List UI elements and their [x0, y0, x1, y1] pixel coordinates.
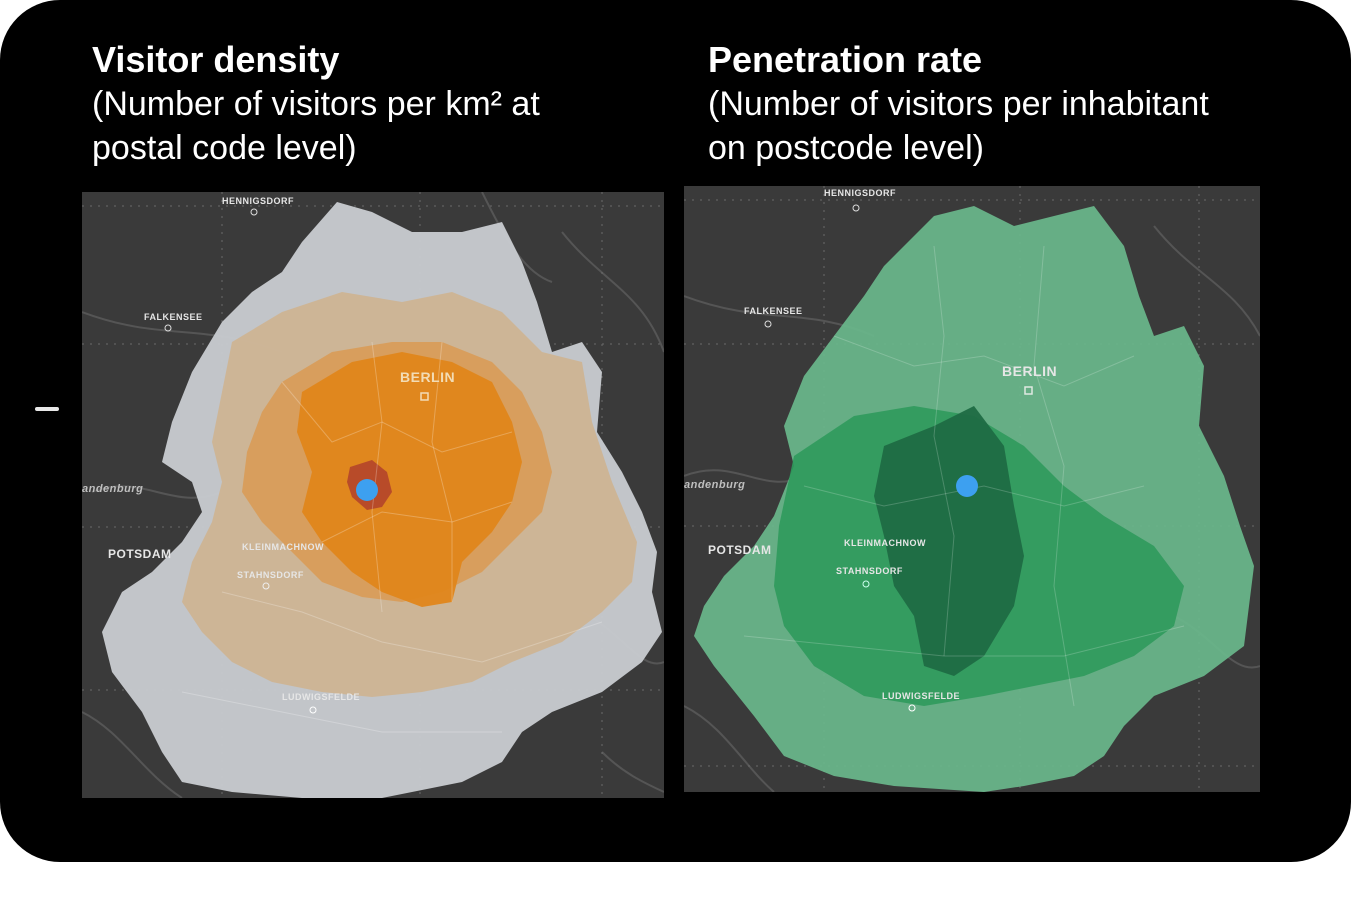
visitor-density-title: Visitor density — [92, 39, 340, 80]
berlin-center-marker-right — [1024, 386, 1033, 395]
penetration-rate-title-block: Penetration rate (Number of visitors per… — [708, 38, 1308, 170]
label-brandenburg-right: andenburg — [684, 479, 745, 491]
district-boundaries-right — [743, 245, 1185, 707]
penetration-rate-subtitle: (Number of visitors per inhabitant on po… — [708, 85, 1209, 167]
location-marker[interactable] — [356, 479, 378, 501]
label-potsdam: POTSDAM — [108, 547, 172, 561]
label-stahnsdorf: STAHNSDORF — [237, 570, 304, 580]
hennigsdorf-dot — [250, 208, 258, 216]
label-brandenburg: andenburg — [82, 483, 143, 495]
label-hennigsdorf-right: HENNIGSDORF — [824, 188, 896, 198]
stahnsdorf-dot-right — [862, 580, 870, 588]
falkensee-dot-right — [764, 320, 772, 328]
label-ludwigsfelde-right: LUDWIGSFELDE — [882, 691, 960, 701]
hennigsdorf-dot-right — [852, 204, 860, 212]
label-kleinmachnow-right: KLEINMACHNOW — [844, 538, 926, 548]
label-ludwigsfelde: LUDWIGSFELDE — [282, 692, 360, 702]
label-potsdam-right: POTSDAM — [708, 543, 772, 557]
side-notch — [35, 407, 59, 411]
ludwigsfelde-dot-right — [908, 704, 916, 712]
label-kleinmachnow: KLEINMACHNOW — [242, 542, 324, 552]
falkensee-dot — [164, 324, 172, 332]
stahnsdorf-dot — [262, 582, 270, 590]
visitor-density-title-block: Visitor density (Number of visitors per … — [92, 38, 652, 170]
slide-frame: Visitor density (Number of visitors per … — [0, 0, 1351, 862]
berlin-center-marker — [420, 392, 429, 401]
penetration-rate-title: Penetration rate — [708, 39, 983, 80]
penetration-high-area — [874, 406, 1024, 676]
visitor-density-map-svg: HENNIGSDORF FALKENSEE BERLIN andenburg P… — [82, 192, 664, 798]
visitor-density-subtitle: (Number of visitors per km² at postal co… — [92, 85, 540, 167]
label-hennigsdorf: HENNIGSDORF — [222, 196, 294, 206]
penetration-rate-map-svg: HENNIGSDORF FALKENSEE BERLIN andenburg P… — [684, 186, 1260, 792]
district-boundaries — [181, 341, 603, 733]
location-marker-right[interactable] — [956, 475, 978, 497]
label-falkensee-right: FALKENSEE — [744, 306, 803, 316]
visitor-density-map[interactable]: HENNIGSDORF FALKENSEE BERLIN andenburg P… — [82, 192, 664, 798]
ludwigsfelde-dot — [309, 706, 317, 714]
label-falkensee: FALKENSEE — [144, 312, 203, 322]
label-berlin: BERLIN — [400, 369, 455, 385]
label-stahnsdorf-right: STAHNSDORF — [836, 566, 903, 576]
penetration-rate-map[interactable]: HENNIGSDORF FALKENSEE BERLIN andenburg P… — [684, 186, 1260, 792]
label-berlin-right: BERLIN — [1002, 363, 1057, 379]
density-high-area — [297, 352, 522, 607]
